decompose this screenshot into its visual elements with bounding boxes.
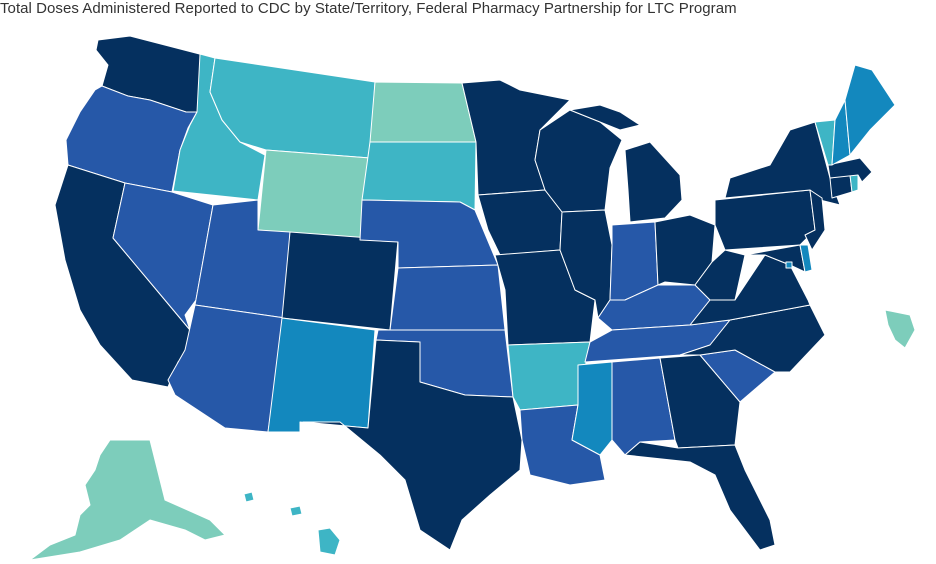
state-NC[interactable] [679, 304, 826, 373]
state-MI[interactable] [624, 141, 683, 223]
state-PA[interactable] [714, 189, 816, 251]
state-PR[interactable] [884, 309, 916, 349]
state-NV[interactable] [112, 182, 214, 331]
state-MD[interactable] [744, 244, 806, 273]
state-TX[interactable] [302, 339, 523, 551]
state-KS[interactable] [389, 264, 506, 331]
state-CT[interactable] [829, 174, 853, 199]
state-RI[interactable] [849, 174, 859, 193]
map-title: Total Doses Administered Reported to CDC… [0, 0, 737, 17]
state-CO[interactable] [281, 231, 399, 331]
state-MI-UP[interactable] [569, 104, 641, 131]
state-ND[interactable] [369, 81, 477, 143]
state-MA[interactable] [827, 157, 873, 183]
state-NM[interactable] [267, 317, 376, 433]
state-WY[interactable] [257, 149, 371, 241]
state-DE[interactable] [799, 244, 813, 273]
state-AK[interactable] [29, 439, 226, 561]
state-SD[interactable] [361, 141, 477, 211]
state-HI[interactable] [317, 527, 341, 556]
state-MS[interactable] [571, 361, 613, 456]
state-HI-islands[interactable] [289, 505, 303, 517]
state-NJ[interactable] [804, 189, 826, 251]
state-HI-kauai[interactable] [243, 491, 255, 503]
state-ME[interactable] [844, 64, 896, 156]
state-IA[interactable] [477, 189, 563, 256]
state-DC[interactable] [785, 261, 793, 269]
state-FL[interactable] [624, 441, 776, 551]
